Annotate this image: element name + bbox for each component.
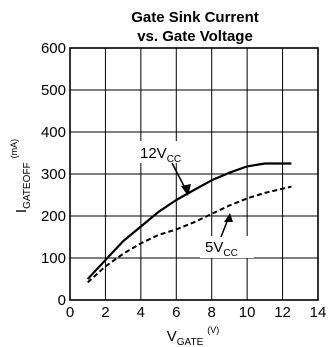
x-axis-label-main: V	[167, 328, 177, 345]
annotation-5vcc-main: 5V	[205, 239, 223, 256]
series-line-5vcc	[87, 185, 292, 284]
x-tick-label: 6	[172, 304, 180, 321]
x-tick-label: 2	[101, 304, 109, 321]
annotation-5vcc: 5VCC	[205, 239, 238, 259]
y-tick-labels: 0 100 200 300 400 500 600	[41, 40, 66, 309]
series-line-12vcc	[86, 162, 292, 280]
x-tick-label: 14	[310, 304, 327, 321]
y-tick-label: 300	[41, 166, 66, 183]
y-tick-label: 100	[41, 250, 66, 267]
plot-frame	[69, 47, 319, 301]
annotation-5vcc-sub: CC	[223, 248, 237, 259]
x-tick-label: 8	[208, 304, 216, 321]
y-tick-label: 600	[41, 40, 66, 57]
annotation-12vcc-backdrop	[136, 141, 196, 163]
x-tick-label: 0	[66, 304, 74, 321]
y-axis-label-group: IGATEOFF(mA)	[9, 139, 33, 213]
annotation-5vcc-arrowhead	[224, 213, 233, 222]
y-tick-label: 400	[41, 124, 66, 141]
annotation-5vcc-backdrop	[200, 236, 254, 258]
x-axis-label-unit: (V)	[207, 325, 219, 335]
chart-title-line1: Gate Sink Current	[131, 9, 259, 26]
y-axis-label-sub: GATEOFF	[22, 162, 33, 208]
x-axis-label-sub: GATE	[177, 337, 204, 347]
series-lines	[86, 162, 292, 284]
x-axis-label: VGATE(V)	[167, 325, 220, 347]
y-tick-label: 0	[58, 292, 66, 309]
y-tick-label: 200	[41, 208, 66, 225]
annotation-12vcc: 12VCC	[140, 145, 181, 165]
y-axis-label: IGATEOFF(mA)	[9, 139, 33, 213]
chart-title-line2: vs. Gate Voltage	[137, 28, 253, 45]
y-axis-label-main: I	[13, 209, 30, 213]
y-tick-label: 500	[41, 82, 66, 99]
x-tick-labels: 0 2 4 6 8 10 12 14	[66, 304, 327, 321]
annotation-12vcc-main: 12V	[140, 145, 167, 162]
y-axis-label-unit: (mA)	[9, 139, 19, 159]
grid	[70, 48, 318, 300]
x-tick-label: 4	[137, 304, 145, 321]
annotation-12vcc-sub: CC	[167, 154, 181, 165]
x-tick-label: 10	[239, 304, 256, 321]
annotation-12vcc-arrowhead	[181, 184, 191, 196]
x-tick-label: 12	[274, 304, 291, 321]
